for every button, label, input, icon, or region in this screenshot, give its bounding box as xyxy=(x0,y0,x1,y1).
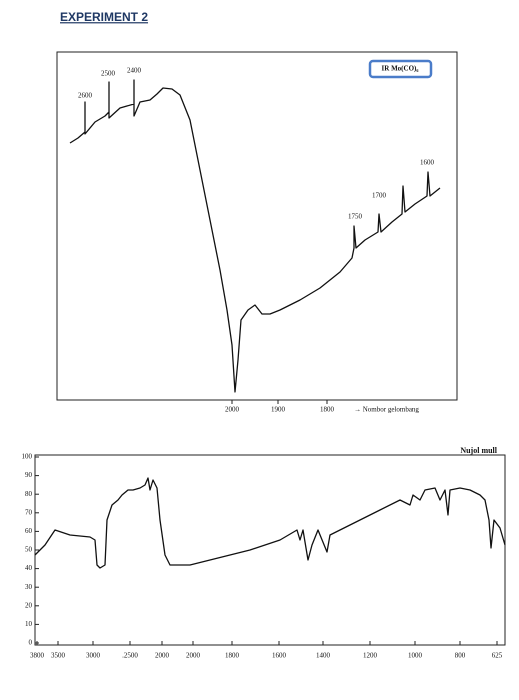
x-tick-label: 1900 xyxy=(271,406,286,414)
x-axis-label: → Nombor gelombang xyxy=(354,406,419,414)
calibration-label: 1600 xyxy=(420,159,435,167)
y-tick-label: 10 xyxy=(25,620,33,628)
x-tick-label: 3500 xyxy=(51,652,66,660)
x-tick-label: 1200 xyxy=(363,652,378,660)
label-box xyxy=(368,59,433,79)
y-tick-label: 90 xyxy=(25,471,33,479)
spectrum-curve xyxy=(34,477,506,569)
y-tick-label: 30 xyxy=(25,583,33,591)
x-tick-label: 3000 xyxy=(86,652,101,660)
figure-title: Nujol mull xyxy=(460,446,497,455)
calibration-label: 2500 xyxy=(101,70,116,78)
x-tick-label: 2000 xyxy=(186,652,201,660)
page-title: EXPERIMENT 2 xyxy=(60,10,148,24)
x-tick-label: 1800 xyxy=(320,406,335,414)
x-tick-label: 2000 xyxy=(225,406,240,414)
spectrum-curve xyxy=(69,79,441,393)
x-tick-label: 625 xyxy=(492,652,503,660)
y-tick-label: 0 xyxy=(29,639,33,647)
calibration-label: 2600 xyxy=(78,92,93,100)
y-tick-label: 80 xyxy=(25,490,33,498)
y-tick-label: 100 xyxy=(22,453,33,461)
x-tick-label: 3800 xyxy=(30,652,45,660)
x-tick-label: 1000 xyxy=(408,652,423,660)
y-tick-label: 60 xyxy=(25,527,33,535)
x-tick-label: .2500 xyxy=(122,652,138,660)
calibration-label: 2400 xyxy=(127,67,142,75)
y-tick-label: 70 xyxy=(25,508,33,516)
x-tick-label: 1400 xyxy=(316,652,331,660)
y-tick-label: 50 xyxy=(25,546,33,554)
x-tick-label: 800 xyxy=(455,652,466,660)
calibration-label: 1700 xyxy=(372,192,387,200)
figure-label: IR Mo(CO)₆ xyxy=(382,65,419,73)
figure-frame xyxy=(56,51,458,401)
y-tick-label: 20 xyxy=(25,601,33,609)
figure-1: IR Mo(CO)₆ 2600 2500 2400 1750 1700 1600 2000 1… xyxy=(56,51,458,414)
x-tick-label: 1600 xyxy=(272,652,287,660)
x-tick-label: 1800 xyxy=(225,652,240,660)
calibration-label: 1750 xyxy=(348,213,363,221)
y-tick-label: 40 xyxy=(25,564,33,572)
x-tick-label: 2000 xyxy=(155,652,170,660)
